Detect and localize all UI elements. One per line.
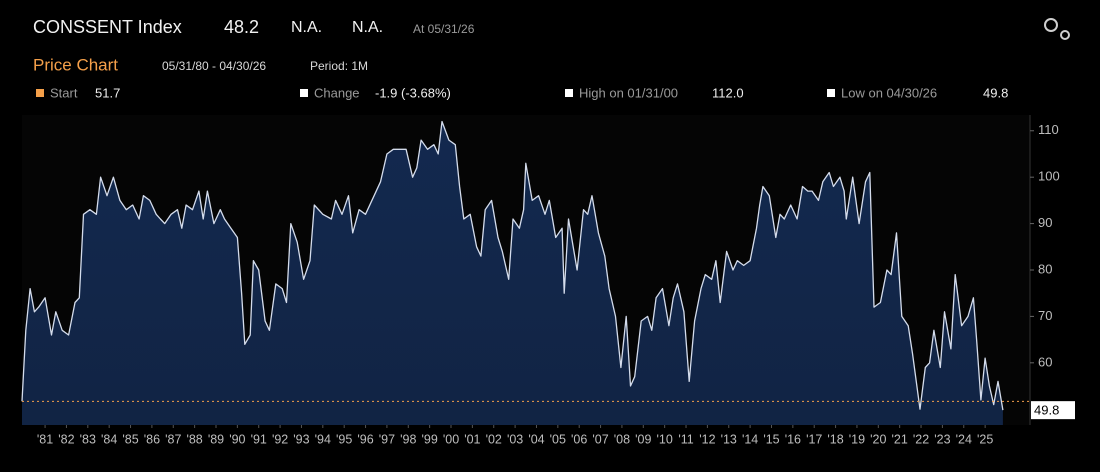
x-tick-label: '25 [977,432,993,446]
x-tick-label: '04 [528,432,544,446]
x-tick-label: '94 [315,432,331,446]
stat-label: Low on 04/30/26 [841,85,937,100]
last-value-box [1031,401,1075,420]
stat-label: High on 01/31/00 [579,85,678,100]
price-line [21,120,1004,411]
last-price: 48.2 [224,17,259,37]
section-title: Price Chart [33,55,118,74]
x-tick-label: '20 [870,432,886,446]
x-tick-label: '85 [122,432,138,446]
x-tick-label: '11 [678,432,693,446]
settings-icon[interactable] [1044,18,1070,40]
y-tick-label: 100 [1038,169,1060,184]
x-tick-label: '21 [892,432,908,446]
x-tick-label: '97 [379,432,395,446]
field: N.A. [291,19,322,36]
x-tick-label: '82 [58,432,74,446]
as-of-date: At 05/31/26 [413,22,475,36]
x-tick-label: '89 [208,432,224,446]
x-tick-label: '16 [785,432,801,446]
x-tick-label: '09 [635,432,651,446]
area-fill [22,121,1003,425]
legend-swatch [827,89,835,97]
y-tick-label: 70 [1038,308,1052,323]
x-tick-label: '07 [592,432,608,446]
chart: 60 70 80 90 100 110 '81 '82 '83 '84 '85 '86 '87 '88 '8… [21,115,1075,446]
x-tick-label: '87 [165,432,181,446]
security-title: CONSSENT Index [33,17,182,37]
x-tick-label: '92 [272,432,288,446]
x-tick-label: '86 [144,432,160,446]
x-tick-label: '08 [614,432,630,446]
x-tick-label: '90 [229,432,245,446]
y-tick-label: 60 [1038,354,1052,369]
date-range: 05/31/80 - 04/30/26 [162,59,266,73]
stat-value: 51.7 [95,85,120,100]
gear [1044,18,1058,32]
x-tick-label: '10 [657,432,673,446]
x-tick-label: '13 [721,432,737,446]
x-tick-label: '96 [357,432,373,446]
x-tick-label: '02 [486,432,502,446]
legend-swatch [565,89,573,97]
x-tick-label: '81 [37,432,53,446]
x-tick-label: '05 [550,432,566,446]
legend-swatch [300,89,308,97]
stat-value: 49.8 [983,85,1008,100]
x-tick-label: '18 [827,432,843,446]
y-tick-label: 90 [1038,215,1052,230]
stats-bar: Start 51.7 Change -1.9 (-3.68%) High on 01/3… [36,85,1008,100]
y-tick-label: 110 [1038,122,1059,137]
gear [1060,30,1070,40]
x-tick-label: '91 [251,432,267,446]
stat-value: 112.0 [712,85,744,100]
y-tick-label: 80 [1038,261,1052,276]
last-value-label: 49.8 [1034,403,1059,418]
x-tick-label: '14 [742,432,758,446]
x-tick-label: '12 [699,432,715,446]
x-tick-label: '06 [571,432,587,446]
x-tick-label: '93 [293,432,309,446]
stat-label: Start [50,85,78,100]
x-tick-label: '95 [336,432,352,446]
x-tick-label: '03 [507,432,523,446]
x-tick-label: '99 [421,432,437,446]
x-tick-label: '15 [763,432,779,446]
stat-value: -1.9 (-3.68%) [375,85,451,100]
x-tick-label: '88 [186,432,202,446]
x-tick-label: '83 [80,432,96,446]
x-tick-label: '19 [849,432,865,446]
x-tick-label: '01 [464,432,480,446]
x-tick-label: '22 [913,432,929,446]
x-tick-label: '17 [806,432,822,446]
stat-label: Change [314,85,360,100]
x-tick-label: '98 [400,432,416,446]
period: Period: 1M [310,59,368,73]
x-tick-label: '84 [101,432,117,446]
field: N.A. [352,19,383,36]
legend-swatch [36,89,44,97]
x-tick-label: '23 [934,432,950,446]
x-tick-label: '00 [443,432,459,446]
x-tick-label: '24 [956,432,972,446]
